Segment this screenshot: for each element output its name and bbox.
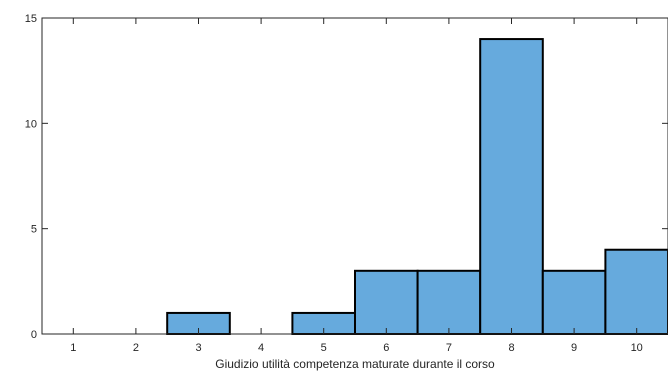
x-tick-label-10: 10 (631, 342, 643, 354)
ticks-group (42, 17, 668, 335)
y-tick-label-15: 15 (25, 13, 37, 25)
x-tick-label-7: 7 (446, 342, 452, 354)
x-tick-label-2: 2 (133, 342, 139, 354)
y-tick-label-0: 0 (31, 329, 37, 341)
y-tick-label-5: 5 (31, 224, 37, 236)
bar-6 (354, 269, 419, 335)
tick-labels-group: 1 2 3 4 5 6 7 8 9 10 0 5 10 15 (25, 13, 643, 354)
x-tick-label-4: 4 (258, 342, 264, 354)
x-tick-label-9: 9 (571, 342, 577, 354)
bar-8 (479, 38, 544, 335)
axes-box (41, 17, 668, 335)
x-tick-label-1: 1 (70, 342, 76, 354)
bar-7 (416, 269, 482, 335)
x-tick-label-3: 3 (195, 342, 201, 354)
x-tick-label-5: 5 (321, 342, 327, 354)
x-axis-label: Giudizio utilità competenza maturate dur… (215, 357, 495, 371)
bar-10 (604, 248, 668, 336)
bar-9 (541, 269, 607, 335)
x-tick-label-8: 8 (508, 342, 514, 354)
x-tick-label-6: 6 (383, 342, 389, 354)
y-tick-label-10: 10 (25, 118, 37, 130)
bars-group (166, 38, 668, 336)
